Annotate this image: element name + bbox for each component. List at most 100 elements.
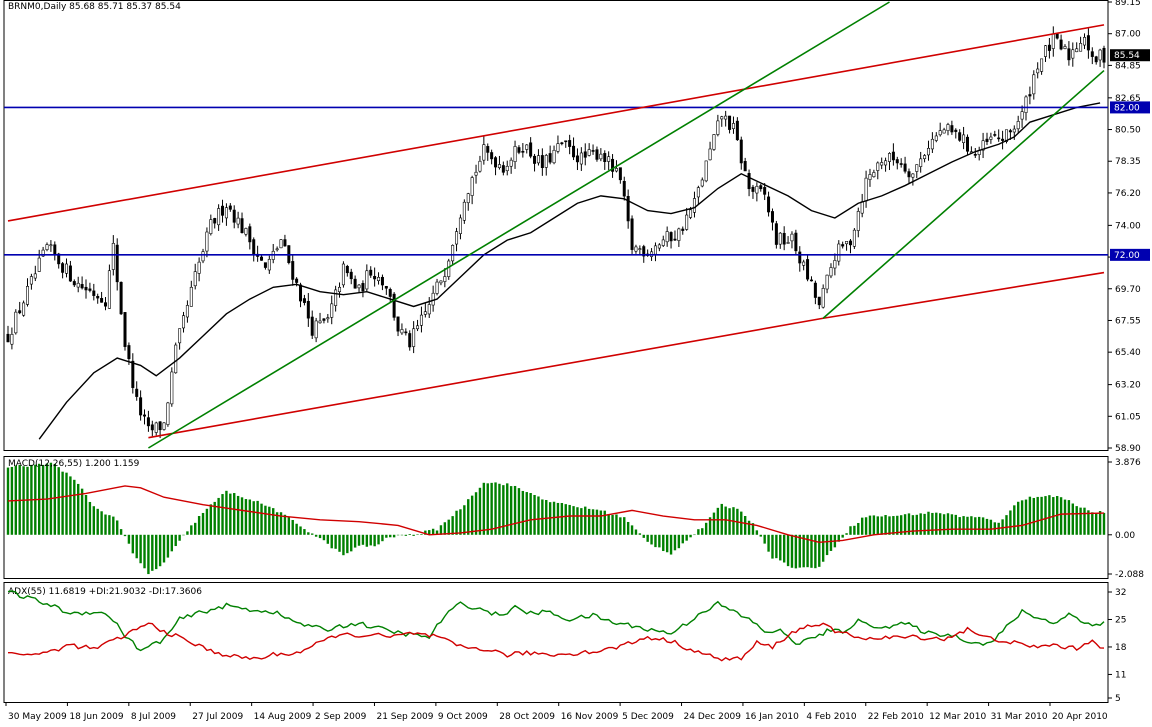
candle-body	[439, 280, 443, 284]
candle	[685, 207, 689, 231]
candle	[232, 205, 236, 229]
candle-body	[958, 132, 962, 141]
candle	[505, 160, 509, 176]
macd-bar	[615, 514, 618, 535]
candle	[100, 291, 104, 303]
candle-body	[529, 142, 533, 157]
macd-bar	[599, 510, 603, 535]
candle-body	[96, 296, 100, 299]
candle-body	[743, 161, 747, 172]
candle-body	[521, 151, 525, 153]
macd-bar	[73, 479, 76, 535]
macd-bar	[638, 533, 642, 535]
candle-body	[361, 283, 365, 292]
adx-y-tick-label: 25	[1115, 615, 1126, 625]
candle-body	[240, 218, 244, 234]
x-tick-label: 27 Jul 2009	[192, 712, 243, 722]
plus-di-line	[7, 590, 1105, 652]
candle-body	[802, 261, 806, 266]
level-tag-bg	[1110, 101, 1150, 114]
macd-bar	[459, 509, 462, 535]
macd-bar	[545, 499, 548, 535]
candle-body	[279, 239, 283, 249]
candle-body	[419, 314, 423, 326]
candle	[22, 300, 26, 317]
candle	[958, 129, 962, 142]
candle-body	[353, 278, 357, 289]
macd-bar	[552, 501, 556, 535]
candle	[989, 132, 993, 144]
price-y-tick-label: 87.00	[1115, 30, 1141, 40]
macd-bar	[307, 532, 310, 535]
candle	[408, 330, 412, 351]
candle	[611, 154, 615, 178]
price-y-tick-label: 61.05	[1115, 412, 1141, 422]
candle-body	[755, 185, 759, 194]
macd-bar	[1079, 507, 1082, 535]
candle	[260, 255, 264, 261]
candle	[540, 148, 544, 176]
candle-body	[349, 271, 353, 280]
macd-bar	[248, 499, 252, 535]
candle	[61, 261, 65, 279]
candle	[96, 293, 100, 304]
candle	[556, 135, 560, 154]
candle	[661, 235, 665, 247]
candle	[501, 161, 505, 176]
candle-body	[92, 290, 96, 296]
candle	[997, 129, 1001, 142]
macd-bar	[392, 534, 396, 538]
candle	[735, 117, 739, 141]
macd-bar	[896, 515, 899, 535]
macd-bar	[876, 516, 879, 535]
macd-bar	[264, 505, 267, 535]
macd-bar	[849, 526, 852, 535]
candle-body	[669, 232, 673, 242]
macd-bar	[400, 534, 404, 536]
candle	[806, 254, 810, 282]
candle	[911, 173, 915, 186]
macd-bar	[338, 534, 341, 552]
candle-body	[373, 275, 377, 280]
macd-bar	[568, 504, 571, 535]
candle	[618, 167, 622, 184]
macd-bar	[806, 534, 809, 568]
macd-bar	[864, 517, 868, 535]
macd-bar	[794, 534, 798, 569]
candle-body	[993, 134, 997, 136]
price-pane: BRNM0,Daily 85.68 85.71 85.37 85.54	[4, 1, 1108, 449]
candle-body	[302, 298, 306, 303]
candle-body	[490, 152, 494, 160]
candle-body	[486, 146, 490, 153]
macd-bar	[182, 534, 185, 536]
macd-bar	[108, 515, 111, 535]
candle	[353, 275, 357, 289]
macd-bar	[529, 493, 532, 535]
candle-body	[603, 153, 607, 162]
candle	[182, 311, 186, 333]
macd-bar	[537, 496, 540, 535]
macd-bar	[884, 515, 887, 535]
candle-body	[716, 120, 720, 135]
macd-bar	[966, 516, 969, 535]
candle	[334, 285, 338, 312]
candle	[942, 127, 946, 134]
macd-bar	[763, 534, 766, 544]
candle	[466, 192, 470, 211]
candle	[923, 154, 927, 163]
candle-body	[513, 146, 517, 162]
candle	[950, 120, 954, 135]
macd-bar	[697, 529, 700, 535]
candle-body	[860, 201, 864, 214]
macd-bar	[931, 512, 934, 535]
macd-bar	[1102, 512, 1106, 535]
macd-bar	[287, 517, 291, 535]
candle	[872, 169, 876, 178]
candle	[88, 282, 92, 293]
candle	[392, 292, 396, 321]
macd-bar	[213, 501, 216, 535]
macd-bar	[662, 534, 665, 552]
macd-bar	[693, 534, 696, 536]
candle	[786, 236, 790, 244]
candle-body	[1071, 49, 1075, 59]
